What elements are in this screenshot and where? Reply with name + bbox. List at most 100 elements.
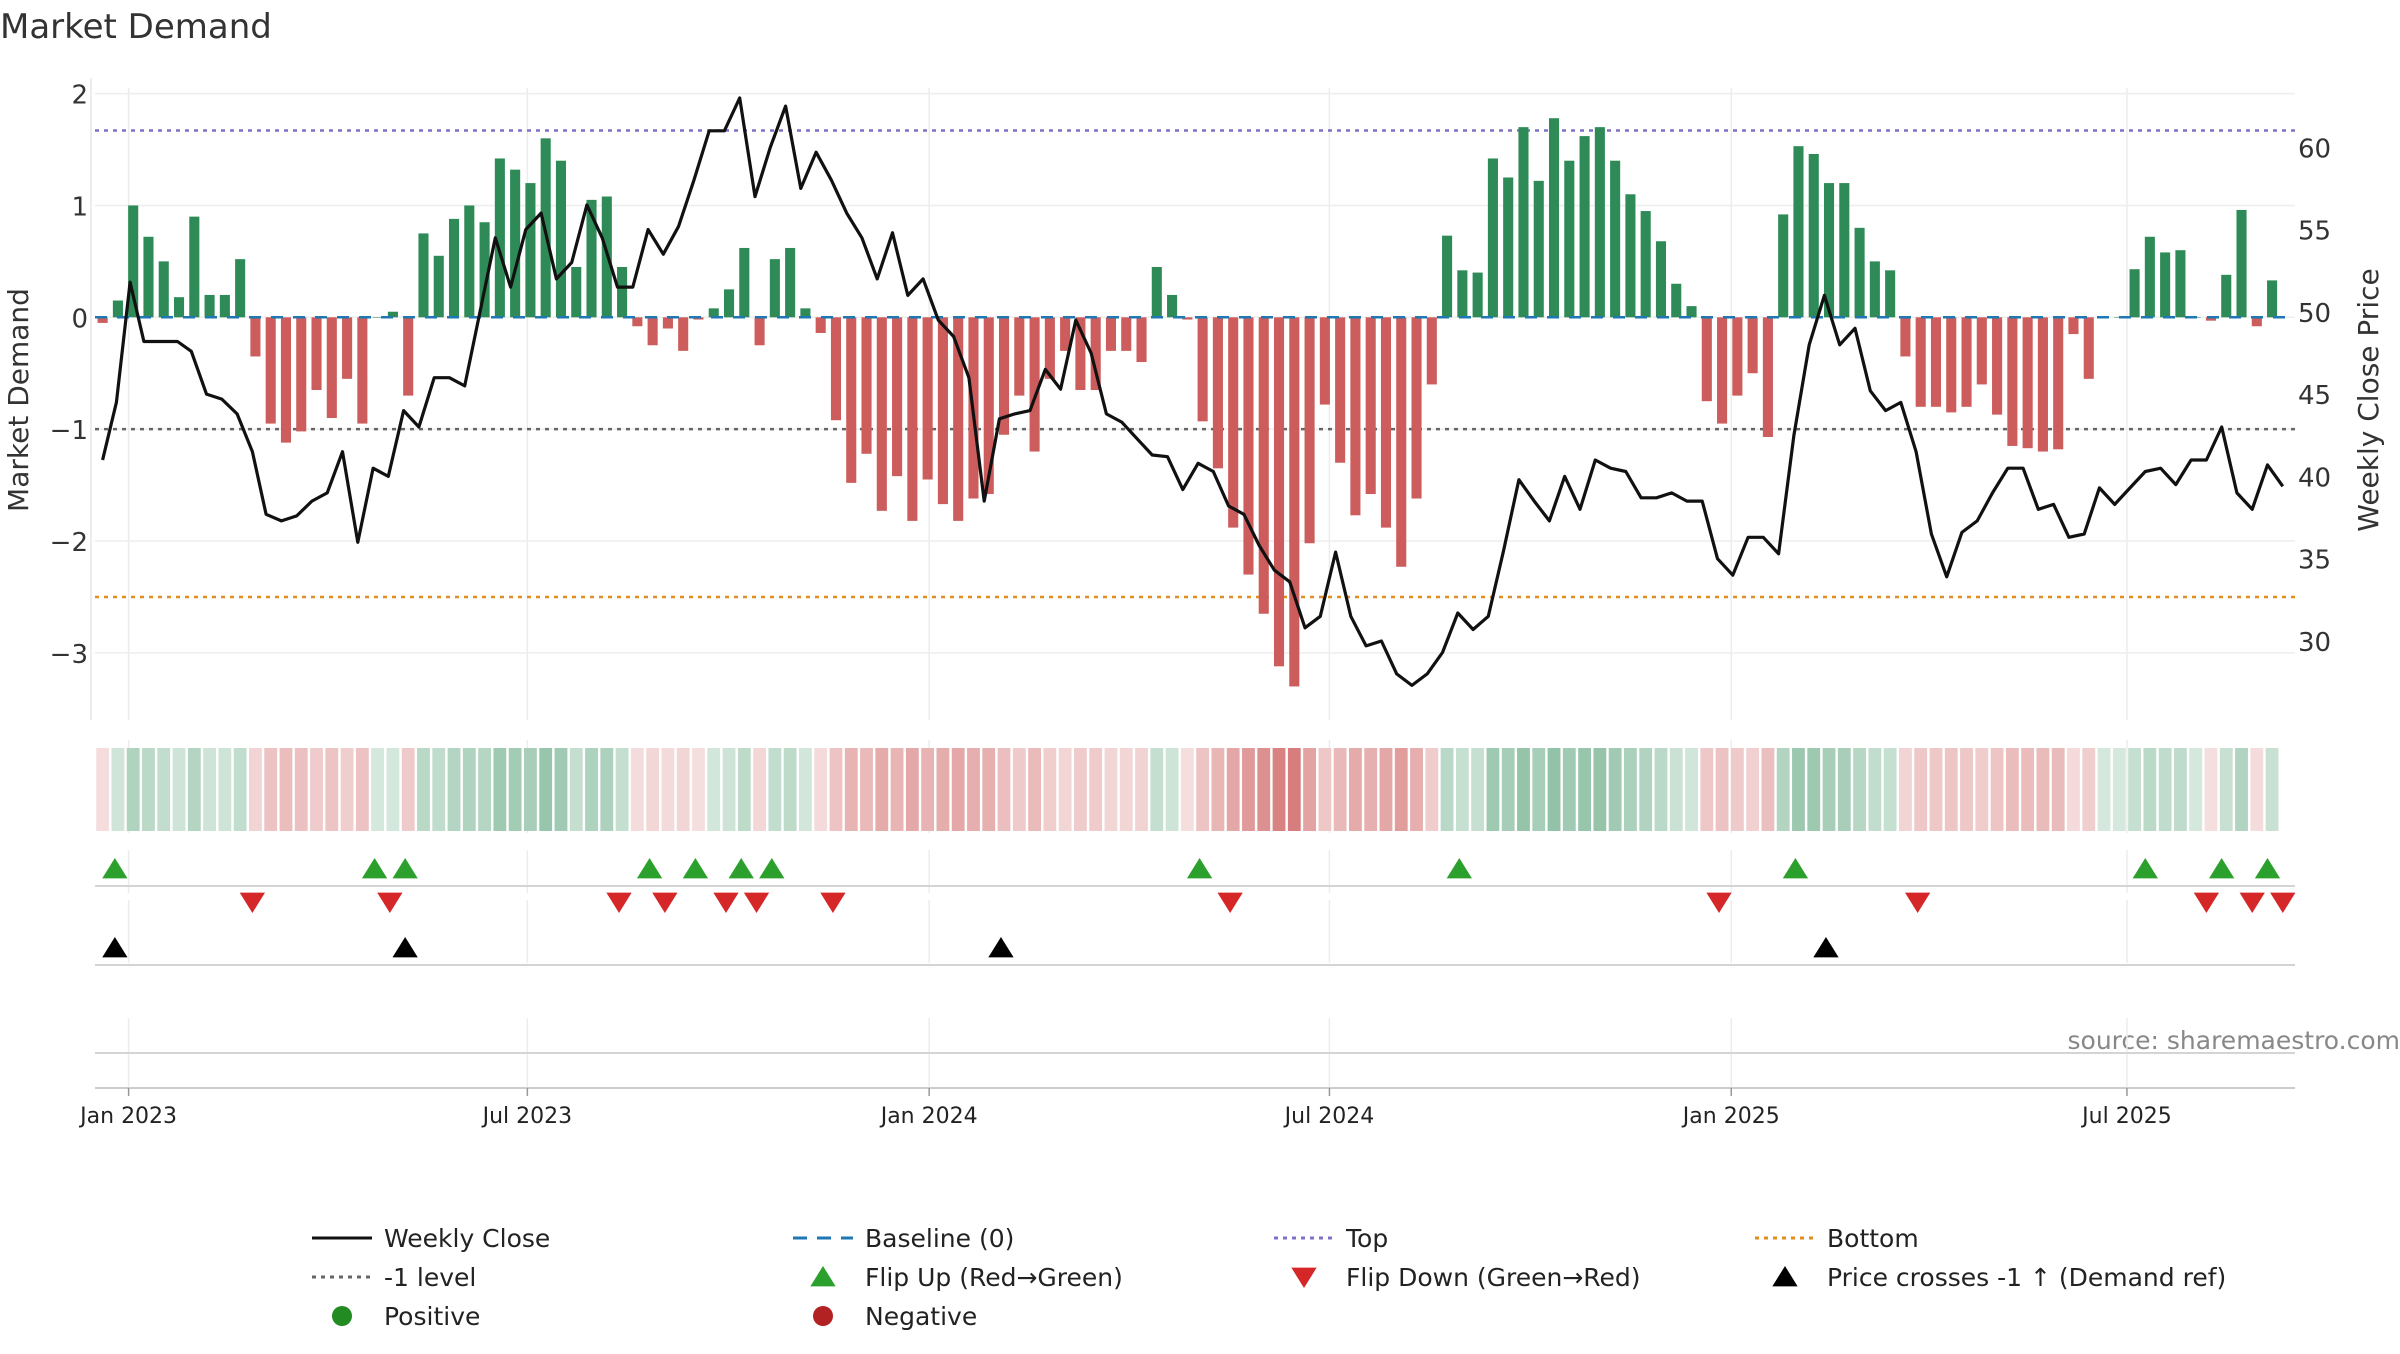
demand-bar-negative [1335, 317, 1345, 462]
x-tick-label: Jul 2023 [481, 1104, 573, 1129]
demand-bar-negative [1946, 317, 1956, 412]
flip-down-marker [652, 893, 677, 913]
demand-bar-positive [1610, 161, 1620, 318]
heat-strip-cell [203, 748, 216, 831]
flip-up-marker [2255, 858, 2280, 878]
demand-bar-negative [1748, 317, 1758, 373]
demand-bar-negative [1014, 317, 1024, 395]
heat-strip-cell [616, 748, 629, 831]
x-tick-label: Jul 2025 [2080, 1104, 2172, 1129]
heat-strip-cell [2067, 748, 2080, 831]
heat-strip-cell [1777, 748, 1790, 831]
demand-bar-negative [1259, 317, 1269, 613]
heat-strip-cell [1868, 748, 1881, 831]
flip-up-marker [1447, 858, 1472, 878]
demand-bar-positive [159, 261, 169, 317]
heat-strip-cell [1762, 748, 1775, 831]
y-left-tick-label: 1 [71, 192, 88, 222]
demand-bar-positive [709, 308, 719, 317]
y-left-tick-label: 0 [71, 304, 88, 334]
heat-strip-cell [1105, 748, 1118, 831]
demand-bar-negative [2007, 317, 2017, 446]
demand-bar-positive [235, 259, 245, 317]
demand-bar-negative [250, 317, 260, 356]
heat-strip-cell [218, 748, 231, 831]
heat-strip-cell [1395, 748, 1408, 831]
flip-up-marker [729, 858, 754, 878]
demand-bar-positive [434, 256, 444, 318]
flip-down-marker [1217, 893, 1242, 913]
heat-strip-cell [891, 748, 904, 831]
heat-strip-cell [2128, 748, 2141, 831]
demand-bar-positive [174, 297, 184, 317]
price-cross-marker [392, 937, 417, 957]
heat-strip-cell [371, 748, 384, 831]
demand-bar-negative [357, 317, 367, 423]
demand-bar-negative [1274, 317, 1284, 666]
heat-strip-cell [1227, 748, 1240, 831]
flip-up-marker [1783, 858, 1808, 878]
flip-up-marker [683, 858, 708, 878]
heat-strip-cell [1074, 748, 1087, 831]
demand-bar-positive [1534, 181, 1544, 317]
demand-bar-negative [1121, 317, 1131, 351]
heat-strip-cell [310, 748, 323, 831]
heat-strip-cell [631, 748, 644, 831]
heat-strip-cell [295, 748, 308, 831]
heat-strip-cell [646, 748, 659, 831]
legend-label: Weekly Close [384, 1224, 550, 1253]
heat-strip-cell [1028, 748, 1041, 831]
flip-up-marker [102, 858, 127, 878]
legend-label: Positive [384, 1302, 480, 1331]
demand-bar-positive [510, 170, 520, 318]
flip-down-marker [377, 893, 402, 913]
demand-bar-negative [984, 317, 994, 494]
heat-strip-cell [432, 748, 445, 831]
demand-bar-positive [449, 219, 459, 317]
demand-bar-negative [403, 317, 413, 395]
demand-bar-positive [464, 205, 474, 317]
legend-label: -1 level [384, 1263, 476, 1292]
heat-strip-cell [1196, 748, 1209, 831]
heat-strip-cell [1181, 748, 1194, 831]
demand-bar-positive [2175, 250, 2185, 317]
y-left-tick-label: 2 [71, 81, 88, 111]
heat-strip-cell [570, 748, 583, 831]
heat-strip-cell [799, 748, 812, 831]
demand-bar-negative [311, 317, 321, 390]
y-right-tick-label: 35 [2298, 546, 2331, 576]
heat-strip-cell [1043, 748, 1056, 831]
legend-label: Price crosses -1 ↑ (Demand ref) [1827, 1263, 2226, 1292]
flip-down-marker [713, 893, 738, 913]
demand-bar-positive [1641, 211, 1651, 317]
y-right-tick-label: 45 [2298, 381, 2331, 411]
x-tick-label: Jul 2024 [1283, 1104, 1375, 1129]
heat-strip-cell [1471, 748, 1484, 831]
demand-bar-negative [1228, 317, 1238, 527]
heat-strip-cell [1410, 748, 1423, 831]
heat-strip-cell [952, 748, 965, 831]
demand-bar-negative [1106, 317, 1116, 351]
heat-strip-cell [998, 748, 1011, 831]
heat-strip-cell [768, 748, 781, 831]
heat-strip-cell [264, 748, 277, 831]
demand-bar-positive [1580, 136, 1590, 317]
demand-bar-positive [525, 183, 535, 317]
heat-strip-cell [387, 748, 400, 831]
demand-bar-positive [770, 259, 780, 317]
heat-strip-cell [1716, 748, 1729, 831]
heat-strip-cell [157, 748, 170, 831]
heat-strip-cell [1975, 748, 1988, 831]
heat-strip-cell [677, 748, 690, 831]
heat-strip-cell [1991, 748, 2004, 831]
x-tick-label: Jan 2023 [78, 1104, 177, 1129]
demand-bar-negative [1305, 317, 1315, 543]
demand-bar-positive [1671, 284, 1681, 318]
demand-bar-positive [189, 217, 199, 318]
demand-bar-positive [205, 295, 215, 317]
flip-down-marker [606, 893, 631, 913]
heat-strip-cell [1150, 748, 1163, 831]
heat-strip-cell [1120, 748, 1133, 831]
demand-bar-positive [556, 161, 566, 318]
